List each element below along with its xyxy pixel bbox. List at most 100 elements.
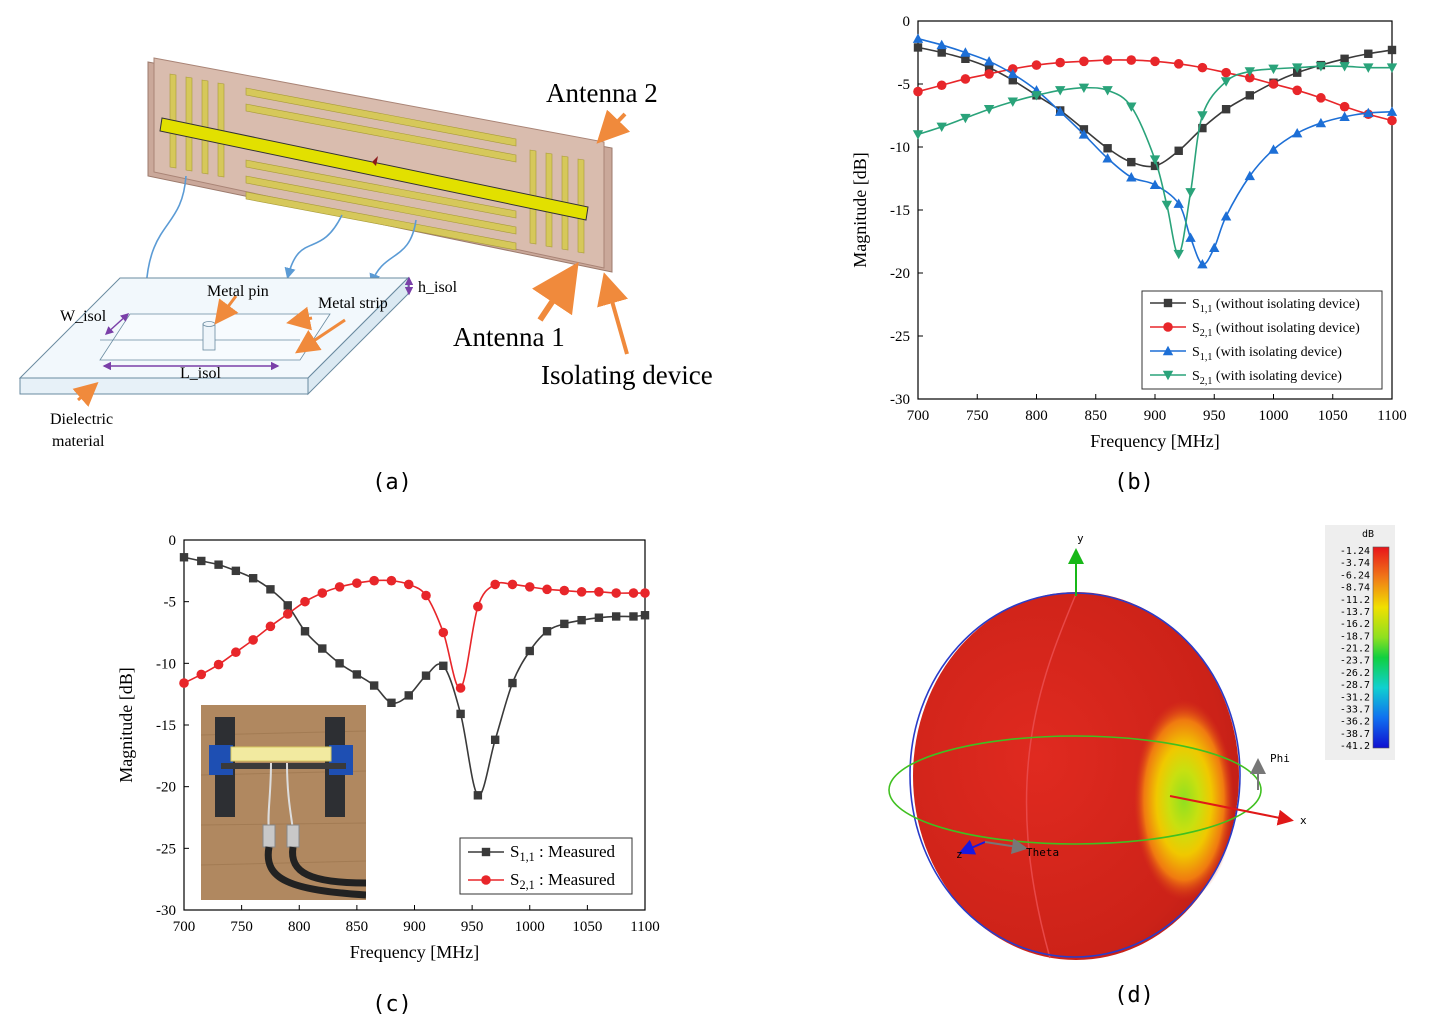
data-point: [1149, 179, 1161, 189]
data-point: [1339, 101, 1350, 112]
x-tick-label: 800: [1025, 408, 1048, 424]
legend-tick-label: -33.7: [1340, 704, 1370, 715]
chart-c: 700 750 800 850 900 950 1000 1050 1100 0 -5 -10 -15 -…: [116, 533, 660, 962]
label-phi: Phi: [1270, 752, 1290, 765]
legend-tick-label: -11.2: [1340, 595, 1370, 606]
data-point: [1386, 106, 1398, 116]
legend-entry: S1,1 : Measured: [510, 842, 616, 864]
data-point: [912, 130, 924, 140]
data-point: [984, 63, 994, 72]
x-tick-label: 900: [403, 919, 426, 935]
legend: S1,1 (without isolating device) S2,1 (wit…: [1141, 290, 1383, 390]
data-point: [611, 612, 621, 621]
data-point: [1268, 79, 1279, 89]
y-tick-label: -15: [156, 718, 176, 734]
y-tick-label: -25: [890, 329, 910, 345]
feed-strip: [159, 117, 589, 221]
x-tick-label: 1050: [1318, 408, 1348, 424]
legend-entry: S2,1 : Measured: [510, 870, 616, 892]
data-point: [1007, 97, 1018, 107]
data-point: [1078, 129, 1090, 139]
data-point: [1245, 91, 1254, 100]
data-point: [1078, 83, 1090, 93]
data-point: [1315, 117, 1327, 128]
data-point: [1185, 232, 1196, 242]
data-point: [1102, 55, 1113, 65]
data-point: [1126, 172, 1137, 182]
x-tick-label: 1000: [515, 919, 545, 935]
legend-entry: S2,1 (without isolating device): [1192, 321, 1360, 339]
data-point: [1103, 144, 1112, 153]
y-tick-label: -10: [890, 140, 910, 156]
caption-b: (b): [1114, 470, 1154, 495]
data-point: [542, 584, 552, 595]
y-axis-label: Magnitude [dB]: [116, 667, 136, 782]
x-tick-label: 850: [1085, 408, 1108, 424]
x-tick-label: 950: [1203, 408, 1226, 424]
axis-label-x: x: [1300, 814, 1307, 827]
data-point: [594, 613, 604, 622]
data-point: [960, 47, 971, 57]
x-axis-label: Frequency [MHz]: [350, 942, 479, 962]
y-tick-label: -30: [156, 903, 176, 919]
data-point: [1209, 242, 1220, 252]
data-point: [1244, 67, 1255, 77]
data-point: [1161, 200, 1173, 211]
legend-tick-label: -28.7: [1340, 680, 1370, 691]
data-point: [1055, 86, 1066, 96]
data-point: [300, 627, 310, 636]
data-point: [1102, 86, 1113, 96]
data-point: [421, 671, 431, 680]
data-point: [352, 670, 362, 679]
x-tick-label: 950: [461, 919, 484, 935]
data-point: [266, 585, 275, 594]
data-point: [481, 847, 491, 857]
series: [912, 62, 1398, 260]
x-tick-label: 750: [230, 919, 253, 935]
label-antenna2: Antenna 2: [546, 78, 658, 108]
legend-tick-label: -31.2: [1340, 692, 1370, 703]
data-point: [213, 659, 224, 670]
data-point: [1150, 161, 1160, 171]
y-axis-label: Magnitude [dB]: [850, 152, 870, 267]
data-point: [403, 579, 414, 590]
label-dielectric: Dielectric: [50, 411, 113, 428]
data-point: [473, 791, 483, 800]
data-point: [1339, 111, 1350, 121]
data-point: [559, 585, 570, 596]
series: [179, 553, 650, 800]
data-point: [317, 588, 328, 598]
data-point: [1149, 155, 1161, 165]
data-point: [936, 122, 947, 133]
data-point: [936, 80, 947, 91]
data-point: [1173, 198, 1184, 208]
data-point: [1292, 127, 1303, 138]
data-point: [983, 56, 995, 66]
data-point: [1102, 153, 1113, 163]
data-point: [1055, 57, 1065, 68]
legend-tick-label: -38.7: [1340, 729, 1370, 740]
data-point: [1339, 62, 1350, 72]
data-point: [179, 553, 189, 562]
data-point: [1363, 63, 1374, 73]
label-metal-strip: Metal strip: [318, 295, 388, 312]
data-point: [456, 709, 465, 719]
x-tick-label: 750: [966, 408, 989, 424]
data-point: [265, 621, 276, 632]
x-tick-label: 1050: [572, 919, 602, 935]
legend-tick-label: -26.2: [1340, 668, 1370, 679]
data-point: [1197, 258, 1208, 269]
label-w-isol: W_isol: [60, 308, 107, 325]
data-point: [283, 601, 292, 610]
y-tick-label: 0: [169, 533, 177, 549]
data-point: [640, 588, 650, 598]
data-point: [576, 587, 587, 597]
series-line: [183, 556, 646, 797]
data-point: [404, 691, 413, 700]
data-point: [542, 627, 552, 636]
data-point: [611, 588, 621, 598]
legend-entry: S1,1 (without isolating device): [1192, 297, 1360, 315]
data-point: [1387, 45, 1397, 55]
y-tick-label: -15: [890, 203, 910, 219]
data-point: [439, 661, 448, 670]
